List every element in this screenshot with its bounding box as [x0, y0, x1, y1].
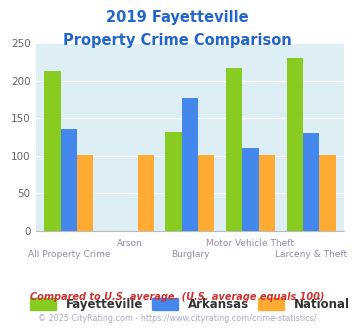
Bar: [286, 58, 303, 231]
Text: Property Crime Comparison: Property Crime Comparison: [63, 33, 292, 48]
Bar: [198, 155, 214, 231]
Bar: [77, 155, 93, 231]
Text: © 2025 CityRating.com - https://www.cityrating.com/crime-statistics/: © 2025 CityRating.com - https://www.city…: [38, 314, 317, 323]
Bar: [319, 155, 335, 231]
Bar: [137, 155, 154, 231]
Bar: [242, 148, 259, 231]
Text: All Property Crime: All Property Crime: [28, 250, 110, 259]
Text: Burglary: Burglary: [171, 250, 209, 259]
Text: Larceny & Theft: Larceny & Theft: [275, 250, 347, 259]
Bar: [226, 69, 242, 231]
Bar: [182, 98, 198, 231]
Text: Arson: Arson: [116, 239, 142, 248]
Text: 2019 Fayetteville: 2019 Fayetteville: [106, 10, 249, 25]
Legend: Fayetteville, Arkansas, National: Fayetteville, Arkansas, National: [26, 293, 354, 316]
Bar: [44, 71, 61, 231]
Bar: [303, 133, 319, 231]
Text: Motor Vehicle Theft: Motor Vehicle Theft: [207, 239, 295, 248]
Bar: [61, 129, 77, 231]
Text: Compared to U.S. average. (U.S. average equals 100): Compared to U.S. average. (U.S. average …: [30, 292, 325, 302]
Bar: [165, 132, 182, 231]
Bar: [259, 155, 275, 231]
